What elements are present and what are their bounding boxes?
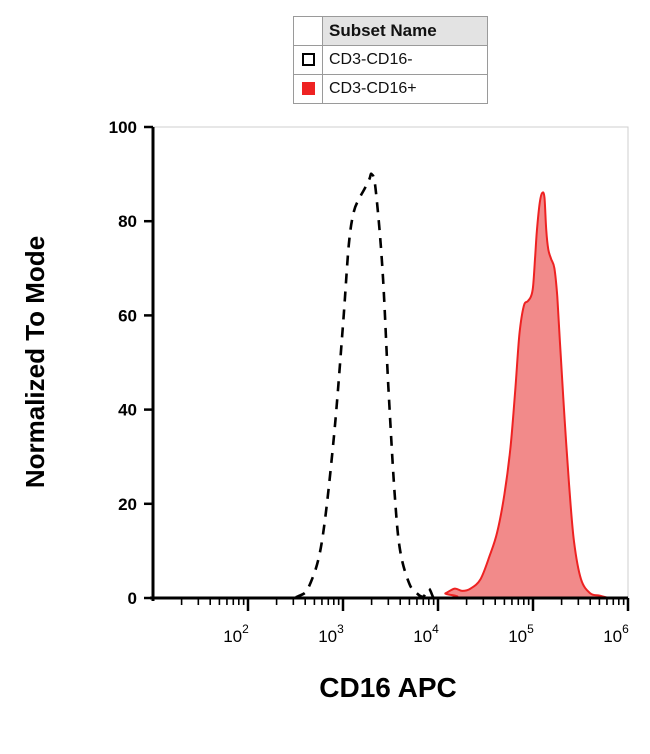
legend-row: CD3-CD16+	[293, 74, 488, 104]
series-line-cd16-positive	[160, 191, 629, 600]
y-tick-label: 20	[118, 495, 137, 514]
x-axis-title: CD16 APC	[319, 672, 456, 703]
x-tick-label: 106	[603, 622, 629, 646]
x-tick-label: 102	[223, 622, 249, 646]
y-tick-label: 80	[118, 212, 137, 231]
legend-table: Subset Name CD3-CD16- CD3-CD16+	[293, 16, 488, 104]
x-tick-label-base: 10	[508, 627, 527, 646]
series-area-cd16-positive	[160, 192, 628, 599]
x-tick-label-exponent: 3	[337, 622, 344, 636]
x-tick-label-exponent: 5	[527, 622, 534, 636]
x-tick-label-exponent: 4	[432, 622, 439, 636]
y-tick-label: 60	[118, 306, 137, 325]
filled-square-icon	[301, 82, 315, 96]
legend-header-blank	[293, 16, 323, 46]
x-tick-label: 104	[413, 622, 439, 646]
x-tick-label-exponent: 6	[622, 622, 629, 636]
x-tick-label: 105	[508, 622, 534, 646]
outline-square-icon	[301, 53, 315, 67]
x-tick-label-base: 10	[603, 627, 622, 646]
legend-item-label: CD3-CD16+	[322, 74, 488, 104]
series-line-cd16-negative	[169, 172, 628, 601]
y-axis-title: Normalized To Mode	[20, 236, 50, 488]
x-tick-label-base: 10	[223, 627, 242, 646]
x-tick-label: 103	[318, 622, 344, 646]
series-layer	[160, 172, 629, 601]
y-tick-label: 40	[118, 401, 137, 420]
y-tick-label: 0	[128, 589, 137, 608]
y-tick-label: 100	[109, 118, 137, 137]
x-tick-label-exponent: 2	[242, 622, 249, 636]
x-tick-label-base: 10	[318, 627, 337, 646]
x-tick-label-base: 10	[413, 627, 432, 646]
